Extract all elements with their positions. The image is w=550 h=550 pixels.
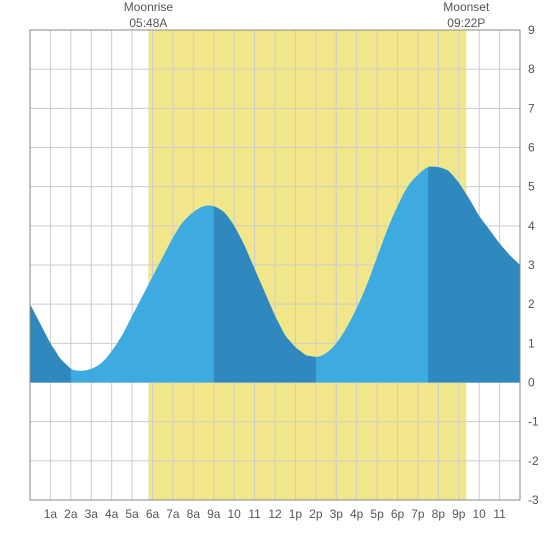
y-tick-label: -3 bbox=[528, 493, 539, 507]
annot-moonrise: Moonrise05:48A bbox=[118, 0, 178, 31]
x-tick-label: 11 bbox=[248, 507, 261, 521]
x-tick-label: 6a bbox=[146, 507, 160, 521]
y-tick-label: 1 bbox=[528, 336, 535, 350]
y-tick-label: -2 bbox=[528, 454, 539, 468]
annot-title: Moonrise bbox=[118, 0, 178, 16]
x-tick-label: 6p bbox=[391, 507, 405, 521]
x-tick-label: 12 bbox=[268, 507, 282, 521]
y-tick-label: 3 bbox=[528, 258, 535, 272]
annot-title: Moonset bbox=[436, 0, 496, 16]
x-tick-label: 3a bbox=[85, 507, 99, 521]
x-tick-label: 5a bbox=[125, 507, 139, 521]
annot-value: 09:22P bbox=[436, 16, 496, 32]
y-tick-label: 7 bbox=[528, 101, 535, 115]
annot-moonset: Moonset09:22P bbox=[436, 0, 496, 31]
y-tick-label: 8 bbox=[528, 62, 535, 76]
x-tick-label: 1p bbox=[289, 507, 303, 521]
x-tick-label: 3p bbox=[330, 507, 344, 521]
y-tick-label: 2 bbox=[528, 297, 535, 311]
x-tick-label: 2p bbox=[309, 507, 323, 521]
x-tick-label: 7a bbox=[166, 507, 180, 521]
x-tick-label: 5p bbox=[370, 507, 384, 521]
x-tick-label: 7p bbox=[411, 507, 425, 521]
y-tick-label: 6 bbox=[528, 141, 535, 155]
y-tick-label: -1 bbox=[528, 415, 539, 429]
x-tick-label: 1a bbox=[44, 507, 58, 521]
x-tick-label: 2a bbox=[64, 507, 78, 521]
annot-value: 05:48A bbox=[118, 16, 178, 32]
tide-chart: -3-2-101234567891a2a3a4a5a6a7a8a9a101112… bbox=[0, 0, 550, 550]
y-tick-label: 0 bbox=[528, 376, 535, 390]
chart-svg: -3-2-101234567891a2a3a4a5a6a7a8a9a101112… bbox=[0, 0, 550, 550]
x-tick-label: 9a bbox=[207, 507, 221, 521]
x-tick-label: 4a bbox=[105, 507, 119, 521]
x-tick-label: 10 bbox=[472, 507, 486, 521]
x-tick-label: 9p bbox=[452, 507, 466, 521]
x-tick-label: 10 bbox=[227, 507, 241, 521]
y-tick-label: 4 bbox=[528, 219, 535, 233]
x-tick-label: 8p bbox=[432, 507, 446, 521]
y-tick-label: 9 bbox=[528, 23, 535, 37]
x-tick-label: 11 bbox=[493, 507, 506, 521]
y-tick-label: 5 bbox=[528, 180, 535, 194]
x-tick-label: 8a bbox=[187, 507, 201, 521]
x-tick-label: 4p bbox=[350, 507, 364, 521]
